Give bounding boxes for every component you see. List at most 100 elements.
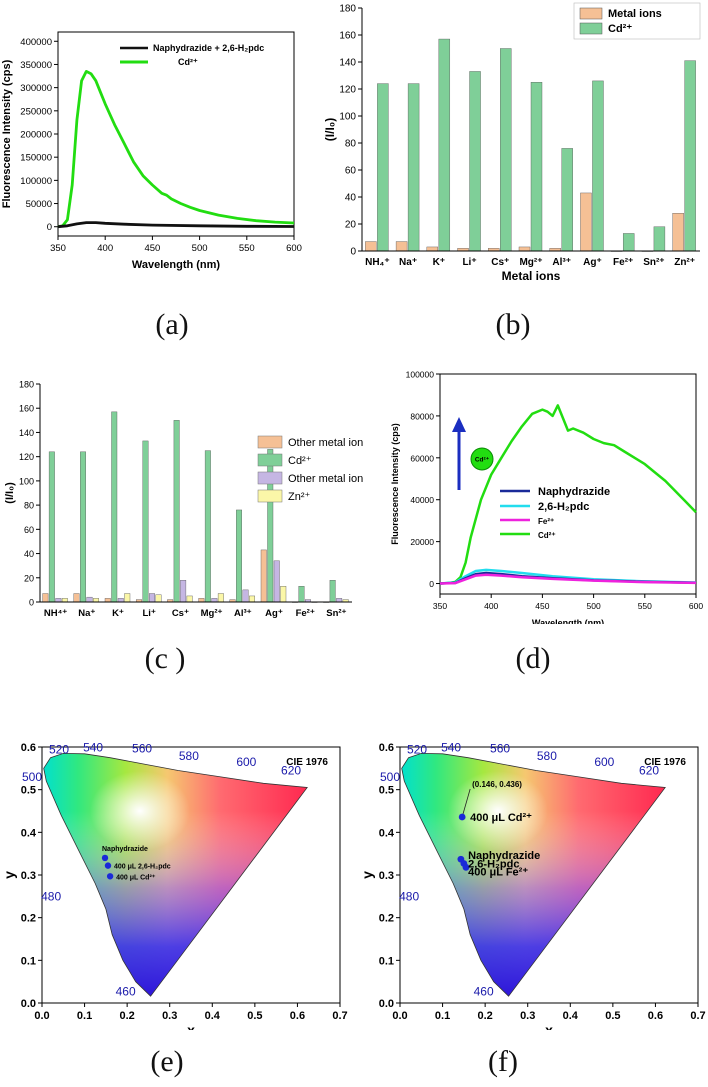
x-tick-label: Na⁺ xyxy=(399,257,417,268)
arrow-head-icon xyxy=(452,417,466,432)
x-tick-label: Li⁺ xyxy=(142,608,155,619)
y-tick-label: 0.4 xyxy=(379,827,395,839)
y-tick-label: 40 xyxy=(24,549,34,559)
bar xyxy=(580,192,592,252)
x-tick-label: Cs⁺ xyxy=(172,608,189,619)
bar xyxy=(48,451,55,603)
bar xyxy=(653,226,666,252)
x-tick-label: 0.5 xyxy=(605,1010,620,1022)
bar xyxy=(530,82,543,252)
bar xyxy=(42,593,49,603)
wavelength-label: 600 xyxy=(594,755,614,769)
bar xyxy=(211,598,218,603)
chart-d: 350 400 450 500 550 600 0 20000 40000 60000 80000 1… xyxy=(390,370,703,625)
bar xyxy=(55,598,62,603)
cie-point xyxy=(462,863,470,871)
legend-label: Cd²⁺ xyxy=(608,23,632,35)
y-tick-label: 0.2 xyxy=(21,913,36,925)
cie-point-label: 400 μL Cd²⁺ xyxy=(470,812,532,824)
legend-label: 2,6-H₂pdc xyxy=(538,501,589,513)
bar xyxy=(124,593,131,603)
y-tick-label: 20 xyxy=(24,573,34,583)
bar xyxy=(204,450,211,603)
y-tick-label: 0.1 xyxy=(379,955,394,967)
legend-swatch xyxy=(257,489,283,503)
x-tick-label: 0.1 xyxy=(77,1010,92,1022)
y-tick-label: 80 xyxy=(24,501,34,511)
x-tick-label: 0.3 xyxy=(520,1010,535,1022)
bar xyxy=(61,598,68,603)
cie-point-label: 400 μL Fe²⁺ xyxy=(468,866,528,878)
y-axis-label: y xyxy=(359,871,375,879)
legend-swatch xyxy=(579,7,603,20)
y-tick-label: 0.0 xyxy=(21,998,36,1010)
chromaticity-gamut xyxy=(401,753,666,997)
wavelength-label: 520 xyxy=(407,742,427,756)
bar xyxy=(173,420,180,603)
legend-swatch xyxy=(257,435,283,449)
bar xyxy=(280,586,287,603)
caption-b: (b) xyxy=(495,308,531,341)
x-tick-label: 350 xyxy=(433,601,447,611)
y-tick-label: 0.3 xyxy=(21,870,36,882)
x-axis-label: x xyxy=(187,1022,195,1030)
y-tick-label: 140 xyxy=(19,428,34,438)
wavelength-label: 560 xyxy=(132,742,152,756)
bar xyxy=(104,598,111,603)
wavelength-label: 600 xyxy=(236,755,256,769)
caption-f: (f) xyxy=(488,1045,518,1078)
cie-point xyxy=(458,813,466,821)
y-tick-label: 20 xyxy=(345,220,357,231)
y-axis-label: y xyxy=(1,871,17,879)
bar xyxy=(438,38,451,252)
y-tick-label: 0.0 xyxy=(379,998,394,1010)
bar xyxy=(684,60,696,252)
bar xyxy=(198,598,205,603)
y-tick-label: 0.1 xyxy=(21,955,36,967)
legend-swatch xyxy=(257,453,283,467)
x-tick-label: 0.7 xyxy=(332,1010,347,1022)
y-axis-label: (I/I₀) xyxy=(4,482,16,504)
bar xyxy=(155,594,162,603)
x-tick-label: 600 xyxy=(689,601,703,611)
wavelength-label: 500 xyxy=(380,770,400,784)
cie-point-label: 400 μL 2,6-H₂pdc xyxy=(114,864,171,871)
bar xyxy=(111,411,118,603)
y-tick-label: 300000 xyxy=(20,83,52,94)
y-tick-label: 150000 xyxy=(20,153,52,164)
coordinate-leader xyxy=(461,788,471,818)
x-tick-label: 0.4 xyxy=(563,1010,579,1022)
cie-point xyxy=(104,862,112,869)
y-tick-label: 100000 xyxy=(406,370,435,380)
x-tick-label: 0.2 xyxy=(119,1010,134,1022)
chart-title: CIE 1976 xyxy=(286,757,328,768)
x-tick-label: 0.0 xyxy=(34,1010,49,1022)
cie-point-label: 400 μL Cd²⁺ xyxy=(116,874,156,881)
wavelength-label: 560 xyxy=(490,742,510,756)
x-tick-label: 450 xyxy=(144,243,160,254)
x-tick-label: 500 xyxy=(192,243,208,254)
y-tick-label: 0.2 xyxy=(379,913,394,925)
wavelength-label: 540 xyxy=(441,740,461,754)
chart-f: 0.0 0.1 0.2 0.3 0.4 0.5 0.6 0.7 0.0 0.1 0.2 0.3 0.4 0… xyxy=(359,740,706,1030)
legend-label: Other metal ion xyxy=(288,437,363,449)
bar xyxy=(260,549,267,603)
bar xyxy=(273,560,280,603)
bar xyxy=(236,509,243,603)
chart-title: CIE 1976 xyxy=(644,757,686,768)
bar xyxy=(186,595,193,603)
chart-e: 0.0 0.1 0.2 0.3 0.4 0.5 0.6 0.7 0.0 0.1 0.2 0.3 0.4 0… xyxy=(1,740,348,1030)
x-tick-label: 500 xyxy=(587,601,601,611)
plot-frame xyxy=(439,373,697,595)
y-tick-label: 0 xyxy=(429,579,434,589)
y-tick-label: 0 xyxy=(29,598,34,608)
wavelength-label: 580 xyxy=(179,749,199,763)
x-tick-label: 0.0 xyxy=(392,1010,407,1022)
bar xyxy=(117,598,124,603)
y-tick-label: 40 xyxy=(345,193,357,204)
x-tick-label: 0.2 xyxy=(477,1010,492,1022)
x-tick-label: 0.5 xyxy=(247,1010,262,1022)
x-tick-label: NH⁴⁺ xyxy=(44,608,67,619)
legend-label: Cd²⁺ xyxy=(538,531,556,540)
